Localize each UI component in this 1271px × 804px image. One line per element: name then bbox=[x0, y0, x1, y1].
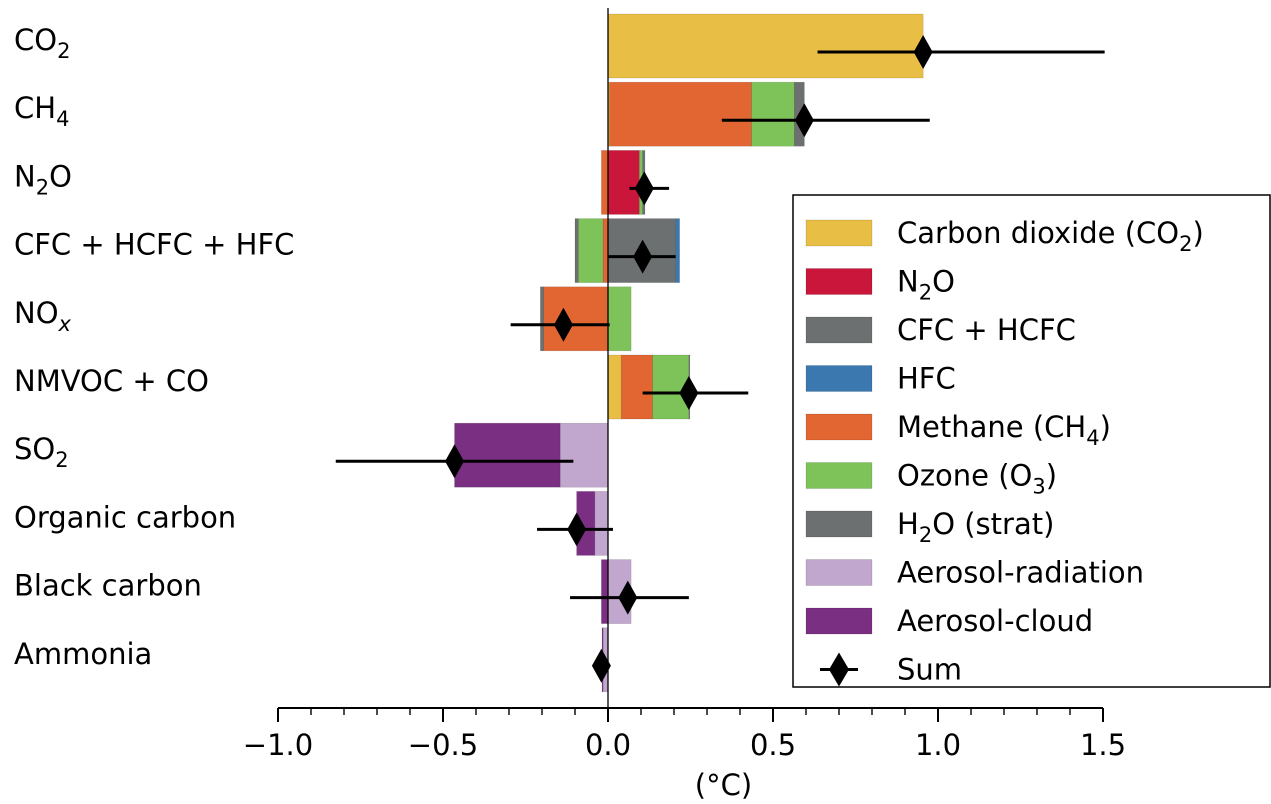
legend-swatch-5 bbox=[805, 462, 873, 489]
legend-swatch-3 bbox=[805, 365, 873, 392]
legend-label-5: Ozone (O3) bbox=[897, 459, 1057, 499]
category-label-8: Black carbon bbox=[14, 569, 202, 603]
legend-label-7: Aerosol-radiation bbox=[897, 556, 1144, 590]
bar-segment-6-4 bbox=[540, 286, 544, 352]
category-label-5: NMVOC + CO bbox=[14, 364, 209, 398]
x-tick-label-0: −1.0 bbox=[243, 728, 313, 762]
x-axis: −1.0 −0.5 0.0 0.5 1.0 1.5 bbox=[243, 707, 1126, 762]
bar-segment-7-6 bbox=[559, 422, 609, 488]
legend-label-1: N2O bbox=[897, 265, 955, 305]
bar-segment-5-4 bbox=[607, 286, 632, 352]
bar-segment-6-3 bbox=[574, 218, 579, 283]
bars-layer bbox=[454, 13, 924, 693]
bar-segment-8-8 bbox=[601, 559, 609, 624]
bar-segment-5-3 bbox=[577, 218, 604, 283]
bar-segment-1-2 bbox=[607, 150, 640, 215]
sum-marker-9 bbox=[591, 648, 611, 683]
bar-segment-8-6 bbox=[454, 422, 561, 488]
legend-label-8: Aerosol-cloud bbox=[897, 604, 1093, 638]
bar-segment-3-3 bbox=[675, 218, 680, 283]
sum-marker-0 bbox=[913, 35, 933, 69]
bar-segment-0-5 bbox=[607, 354, 622, 420]
legend-swatch-4 bbox=[805, 413, 873, 441]
legend-label-9: Sum bbox=[897, 653, 962, 687]
category-labels: CO2 CH4 N2O CFC + HCFC + HFC NOx NMVOC + CO SO… bbox=[14, 23, 294, 671]
legend-swatch-0 bbox=[805, 219, 873, 247]
category-label-0: CO2 bbox=[14, 23, 70, 63]
bar-segment-7-7 bbox=[594, 491, 609, 556]
sum-marker-7 bbox=[567, 512, 587, 547]
category-label-9: Ammonia bbox=[14, 637, 152, 671]
x-tick-label-3: 0.5 bbox=[750, 728, 796, 762]
legend-swatch-1 bbox=[805, 268, 873, 295]
x-axis-label: (°C) bbox=[695, 768, 752, 802]
bar-segment-4-1 bbox=[609, 81, 752, 147]
legend-swatch-8 bbox=[805, 607, 873, 635]
category-label-2: N2O bbox=[14, 159, 72, 199]
sum-marker-3 bbox=[633, 239, 653, 274]
legend-sum-marker bbox=[829, 652, 849, 687]
bar-segment-0-0 bbox=[607, 13, 924, 79]
legend-label-2: CFC + HCFC bbox=[897, 313, 1076, 347]
bar-segment-4-2 bbox=[601, 150, 609, 215]
legend-label-6: H2O (strat) bbox=[897, 507, 1054, 547]
x-tick-label-2: 0.0 bbox=[585, 728, 631, 762]
legend-label-4: Methane (CH4) bbox=[897, 410, 1111, 450]
category-label-3: CFC + HCFC + HFC bbox=[14, 228, 294, 262]
category-label-7: Organic carbon bbox=[14, 500, 236, 534]
bar-segment-4-5 bbox=[620, 354, 653, 420]
legend-label-0: Carbon dioxide (CO2) bbox=[897, 216, 1204, 256]
legend: Carbon dioxide (CO2) N2O CFC + HCFC HFC Meth… bbox=[792, 194, 1271, 688]
sum-marker-5 bbox=[679, 376, 699, 410]
sum-marker-1 bbox=[794, 103, 814, 138]
x-tick-label-4: 1.0 bbox=[915, 728, 961, 762]
bar-segment-5-1 bbox=[751, 81, 795, 147]
sum-markers-layer bbox=[335, 35, 1105, 683]
x-tick-label-1: −0.5 bbox=[408, 728, 478, 762]
x-tick-label-5: 1.5 bbox=[1080, 728, 1126, 762]
legend-swatch-7 bbox=[805, 559, 873, 586]
category-label-1: CH4 bbox=[14, 91, 69, 131]
sum-marker-8 bbox=[618, 580, 638, 615]
bar-segment-4-4 bbox=[543, 286, 609, 352]
category-label-6: SO2 bbox=[14, 432, 69, 472]
legend-swatch-2 bbox=[805, 316, 873, 344]
sum-marker-4 bbox=[553, 307, 573, 342]
legend-label-3: HFC bbox=[897, 362, 956, 396]
legend-frame bbox=[792, 194, 1271, 688]
sum-marker-6 bbox=[445, 444, 465, 479]
category-label-4: NOx bbox=[14, 296, 72, 336]
sum-marker-2 bbox=[634, 171, 654, 206]
legend-swatch-6 bbox=[805, 510, 873, 538]
bar-segment-4-3 bbox=[602, 218, 609, 283]
